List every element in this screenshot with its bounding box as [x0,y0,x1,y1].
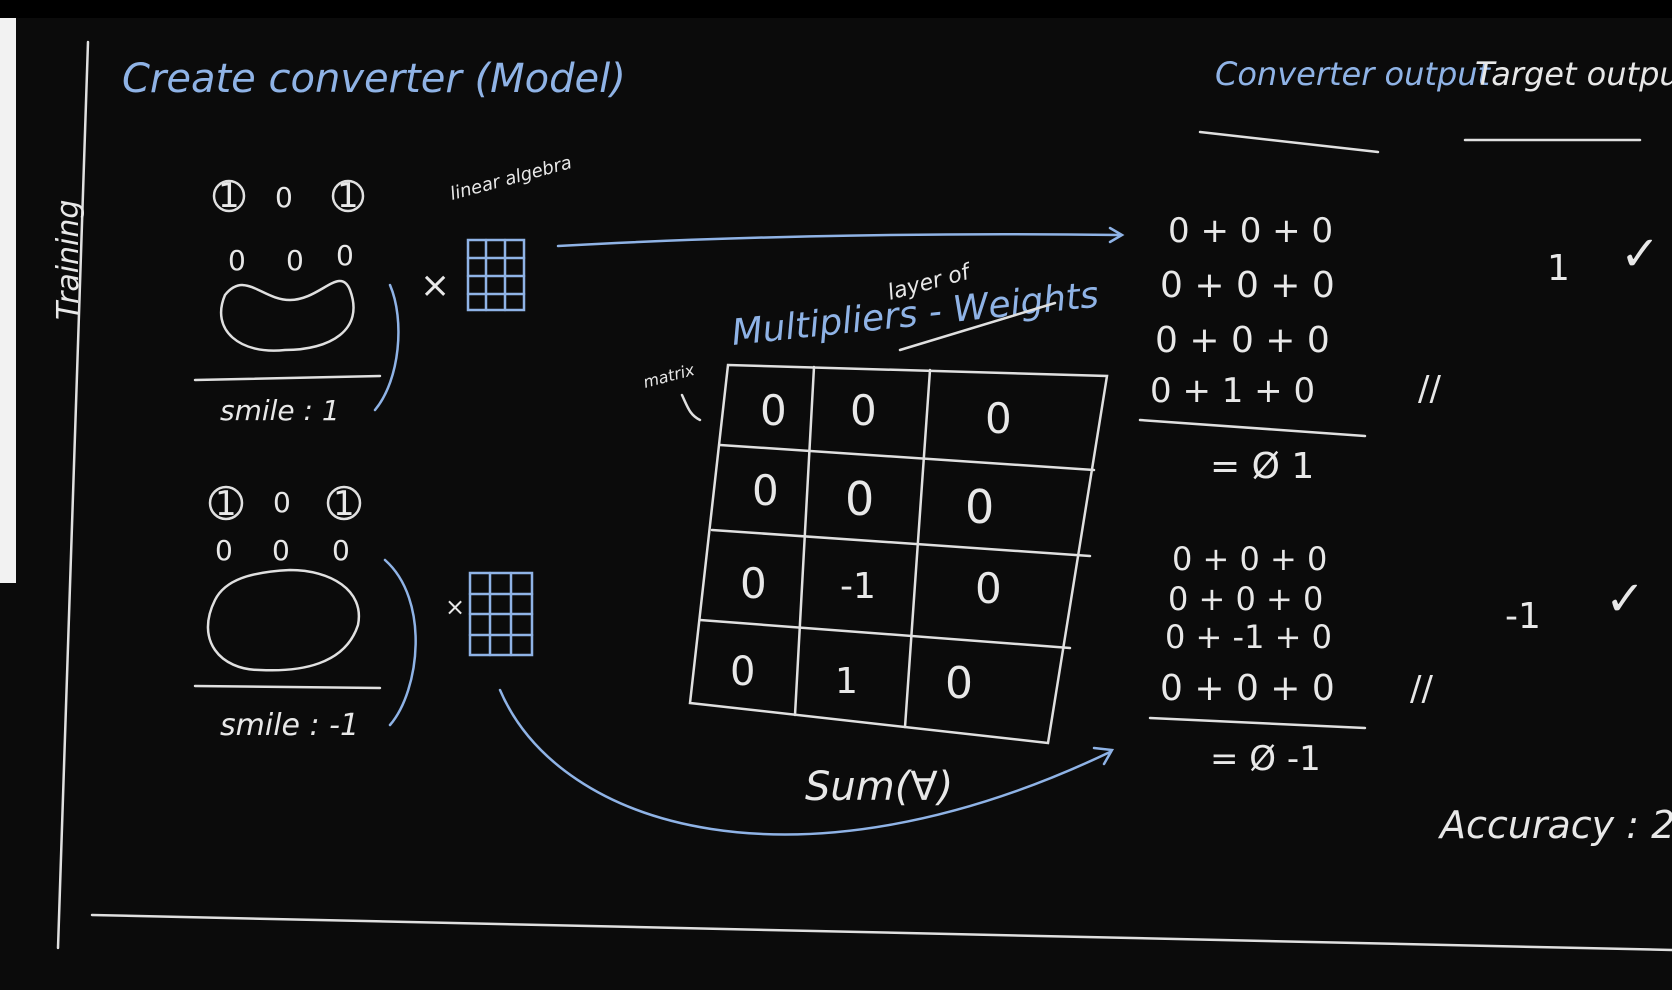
bottom-frame-line [92,915,1672,950]
sample-2-arrow [385,560,416,725]
weight-matrix: 0 0 0 0 0 0 0 -1 0 0 1 0 [690,365,1107,743]
linear-algebra-note: linear algebra [448,152,574,205]
sum-label: Sum(∀) [805,764,953,810]
matrix-row-line [712,530,1090,556]
smile-shape-1 [221,281,353,351]
matrix-note-arrow [682,395,700,420]
matrix-cell: -1 [840,566,876,607]
sample-cell: 0 [272,534,290,567]
sample-2: 1 0 1 0 0 0 smile : -1 [195,484,380,743]
top-flow-arrow [558,234,1120,246]
bottom-flow-arrow [500,690,1110,834]
smile-shape-2 [208,570,359,670]
target-value: -1 [1505,596,1541,637]
page-title: Create converter (Model) [122,56,626,102]
sample-underline-1 [195,376,380,380]
output-row: 0 + 0 + 0 [1160,668,1335,709]
converter-header-underline [1200,132,1378,152]
matrix-cell: 0 [730,649,755,695]
matrix-cell: 0 [945,658,973,709]
output-row: 0 + 0 + 0 [1168,211,1333,251]
sample-label-2: smile : -1 [220,708,359,743]
multiply-sign-1: × [420,265,450,306]
small-grid-icon-1 [468,240,524,310]
check-icon: ✓ [1620,226,1660,282]
output-block-1: 0 + 0 + 0 0 + 0 + 0 0 + 0 + 0 0 + 1 + 0 … [1140,211,1660,487]
accuracy-label: Accuracy : 2/2 [1437,803,1672,847]
output-row: 0 + 0 + 0 [1172,540,1327,578]
equal-mark: // [1418,369,1441,409]
sample-cell: 0 [332,534,350,567]
small-grid-icon-2 [470,573,532,655]
matrix-cell: 1 [835,661,858,702]
output-block-2: 0 + 0 + 0 0 + 0 + 0 0 + -1 + 0 0 + 0 + 0… [1150,540,1645,779]
sample-1: 1 0 1 0 0 0 smile : 1 [195,176,380,427]
sample-cell: 0 [336,239,354,272]
matrix-cell: 0 [850,386,877,435]
output-sum-line [1140,420,1365,436]
matrix-cell: 0 [845,472,874,526]
converter-output-header: Converter output [1215,55,1492,93]
matrix-cell: 0 [752,466,779,515]
side-label-training: Training [51,200,86,320]
target-output-header: Target output [1475,55,1672,93]
sample-cell: 0 [286,244,304,277]
equal-mark: // [1410,669,1433,709]
matrix-cell: 0 [975,564,1002,613]
left-frame-line [58,42,88,948]
target-value: 1 [1547,248,1570,289]
output-row: 0 + 1 + 0 [1150,371,1315,411]
sample-cell: 0 [228,244,246,277]
check-icon: ✓ [1605,571,1645,627]
sample-cell: 0 [215,534,233,567]
matrix-cell: 0 [985,394,1012,443]
output-row: 0 + 0 + 0 [1168,580,1323,618]
sample-cell: 0 [275,181,293,214]
output-row: 0 + 0 + 0 [1155,320,1330,361]
sample-underline-2 [195,686,380,688]
output-result: = Ø 1 [1210,446,1314,487]
output-sum-line [1150,718,1365,728]
output-row: 0 + -1 + 0 [1165,618,1332,656]
sample-1-arrow [375,285,398,410]
output-result: = Ø -1 [1210,739,1321,779]
matrix-note: matrix [641,360,697,392]
matrix-cell: 0 [760,386,787,435]
sample-cell: 0 [273,486,291,519]
output-row: 0 + 0 + 0 [1160,265,1335,306]
sample-label-1: smile : 1 [220,394,340,427]
matrix-cell: 0 [740,559,767,608]
matrix-row-line [700,620,1070,648]
matrix-cell: 0 [965,480,994,534]
matrix-col-line [905,370,930,727]
matrix-col-line [795,367,814,715]
multiply-sign-2: × [445,593,465,621]
